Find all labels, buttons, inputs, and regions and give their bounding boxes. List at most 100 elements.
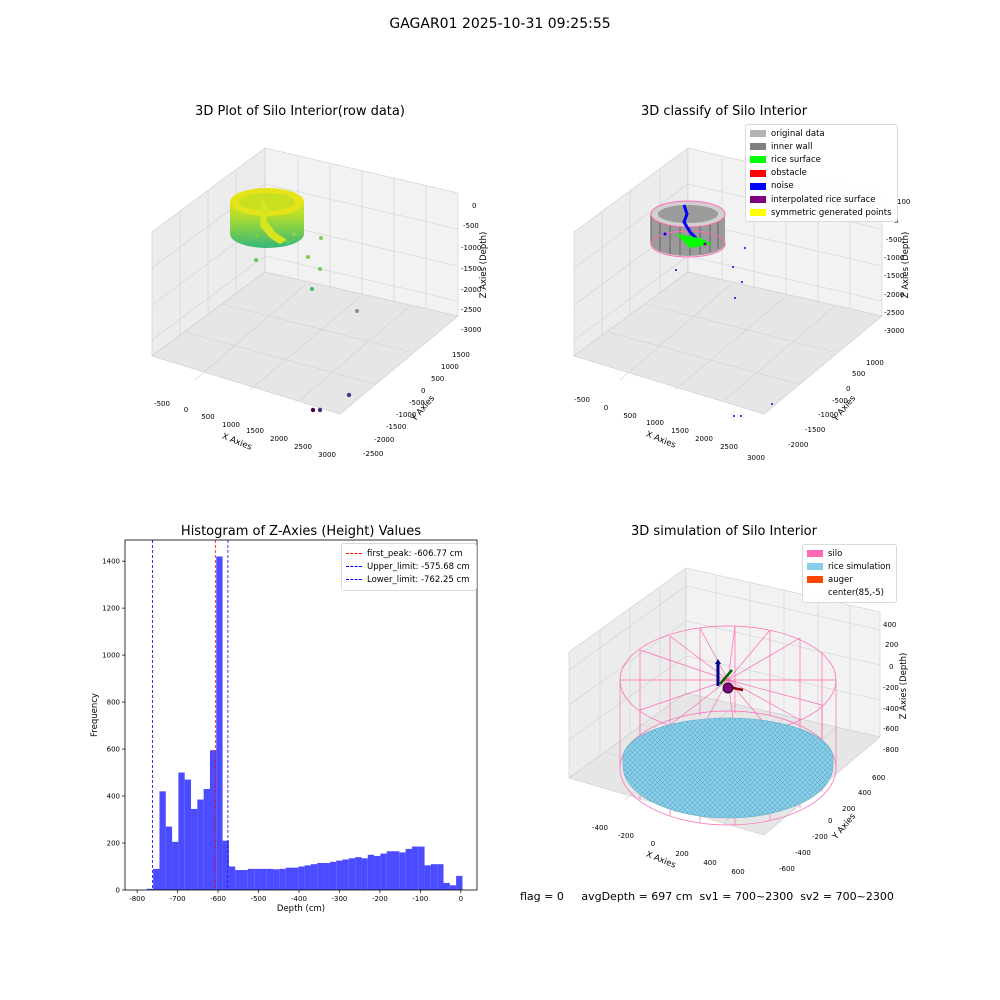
panel4-ylabel: Y Axies — [830, 811, 858, 842]
svg-text:500: 500 — [852, 370, 865, 378]
svg-text:2000: 2000 — [270, 435, 288, 443]
svg-text:-1500: -1500 — [461, 265, 481, 273]
histogram-bar — [430, 864, 438, 890]
histogram-bar — [443, 882, 450, 890]
svg-text:1000: 1000 — [646, 419, 664, 427]
svg-text:-3000: -3000 — [461, 326, 481, 334]
legend-swatch — [807, 576, 823, 584]
svg-text:0: 0 — [184, 406, 188, 414]
histogram-bar — [405, 848, 412, 890]
svg-text:1500: 1500 — [246, 427, 264, 435]
panel1-outliers — [254, 236, 359, 413]
svg-text:0: 0 — [828, 817, 832, 825]
legend-item-interpolated-rice-surface: interpolated rice surface — [750, 193, 892, 206]
panel1-silo-cloud — [230, 188, 304, 248]
y-tick-label: 1200 — [102, 605, 120, 613]
panel2-legend: original data inner wall rice surface ob… — [745, 124, 898, 223]
svg-text:0: 0 — [846, 385, 850, 393]
svg-text:1500: 1500 — [671, 427, 689, 435]
histogram-bar — [273, 869, 280, 890]
legend-swatch — [807, 550, 823, 558]
panel1-z-ticks: 0 -500 -1000 -1500 -2000 -2500 -3000 — [461, 202, 481, 334]
svg-text:-800: -800 — [883, 746, 899, 754]
histogram-bar — [304, 865, 311, 890]
panel4-z-ticks: 400 200 0 -200 -400 -600 -800 — [883, 621, 899, 754]
legend-line — [346, 553, 362, 555]
histogram-reference-lines — [152, 540, 229, 890]
histogram-bar — [266, 868, 274, 890]
y-tick-label: 800 — [107, 699, 120, 707]
histogram-y-ticks: 0 200 400 600 800 1000 1200 1400 — [102, 558, 125, 895]
legend-item-symmetric-generated-points: symmetric generated points — [750, 206, 892, 219]
histogram-bar — [285, 867, 293, 890]
histogram-bar — [329, 861, 337, 890]
histogram-bar — [411, 846, 419, 890]
panel4-xlabel: X Axies — [644, 850, 677, 871]
histogram-xlabel: Depth (cm) — [277, 904, 325, 914]
histogram-bar — [165, 826, 173, 890]
svg-text:0: 0 — [604, 404, 608, 412]
svg-text:-1000: -1000 — [818, 411, 838, 419]
histogram-ylabel: Frequency — [90, 693, 100, 737]
svg-text:-400: -400 — [795, 849, 811, 857]
svg-text:200: 200 — [885, 641, 898, 649]
histogram-bar — [418, 846, 425, 890]
panel4-rice-surface — [622, 717, 834, 819]
svg-text:-3000: -3000 — [884, 327, 904, 335]
panel2-x-ticks: -500 0 500 1000 1500 2000 2500 3000 — [574, 396, 765, 462]
status-line: flag = 0 avgDepth = 697 cm sv1 = 700~230… — [520, 890, 894, 903]
legend-swatch — [807, 563, 823, 571]
svg-text:-1500: -1500 — [884, 272, 904, 280]
svg-text:400: 400 — [703, 859, 716, 867]
panel2-silo-cloud — [650, 200, 726, 258]
panel1-x-ticks: -500 0 500 1000 1500 2000 2500 3000 — [154, 400, 336, 459]
histogram-bar — [203, 788, 210, 890]
svg-text:1000: 1000 — [222, 421, 240, 429]
svg-text:600: 600 — [731, 868, 744, 876]
x-tick-label: -200 — [372, 895, 388, 903]
svg-text:-2000: -2000 — [788, 441, 808, 449]
svg-text:1500: 1500 — [452, 351, 470, 359]
panel4-zlabel: Z Axies (Depth) — [899, 653, 909, 720]
panel4-x-ticks: -400 -200 0 200 400 600 — [592, 824, 745, 876]
svg-text:-2000: -2000 — [884, 291, 904, 299]
histogram-x-ticks: -800 -700 -600 -500 -400 -300 -200 -100 0 — [129, 890, 463, 903]
legend-item-noise: noise — [750, 180, 892, 193]
histogram-bar — [317, 862, 324, 890]
histogram-bar — [279, 868, 286, 890]
svg-text:-500: -500 — [463, 222, 479, 230]
panel1-zlabel: Z Axies (Depth) — [479, 232, 489, 299]
legend-swatch — [807, 590, 823, 597]
svg-text:-1000: -1000 — [884, 254, 904, 262]
svg-text:-600: -600 — [883, 725, 899, 733]
svg-text:-400: -400 — [592, 824, 608, 832]
svg-text:-1500: -1500 — [386, 423, 406, 431]
histogram-bar — [380, 853, 387, 890]
histogram-bar — [399, 852, 406, 890]
histogram-bar — [342, 859, 349, 890]
svg-text:-1000: -1000 — [396, 411, 416, 419]
histogram-bar — [184, 779, 192, 890]
panel2-noise-points — [675, 247, 773, 417]
legend-swatch — [750, 196, 766, 204]
histogram-bar — [437, 864, 444, 890]
histogram-bar — [241, 870, 248, 890]
histogram-bar — [153, 868, 160, 890]
histogram-bar — [178, 772, 185, 890]
histogram-bar — [323, 862, 330, 890]
legend-item-rice-simulation: rice simulation — [807, 560, 891, 573]
svg-text:-2500: -2500 — [461, 306, 481, 314]
panel4-title: 3D simulation of Silo Interior — [631, 524, 817, 539]
histogram-bar — [310, 864, 318, 890]
figure-title: GAGAR01 2025-10-31 09:25:55 — [389, 16, 611, 32]
svg-text:-500: -500 — [409, 399, 425, 407]
y-tick-label: 400 — [107, 793, 120, 801]
svg-text:-200: -200 — [883, 684, 899, 692]
y-tick-label: 200 — [107, 840, 120, 848]
histogram-bar — [235, 870, 242, 890]
legend-item-lower-limit: Lower_limit: -762.25 cm — [346, 573, 470, 586]
y-tick-label: 600 — [107, 746, 120, 754]
histogram-bar — [386, 851, 394, 890]
svg-text:2500: 2500 — [294, 443, 312, 451]
